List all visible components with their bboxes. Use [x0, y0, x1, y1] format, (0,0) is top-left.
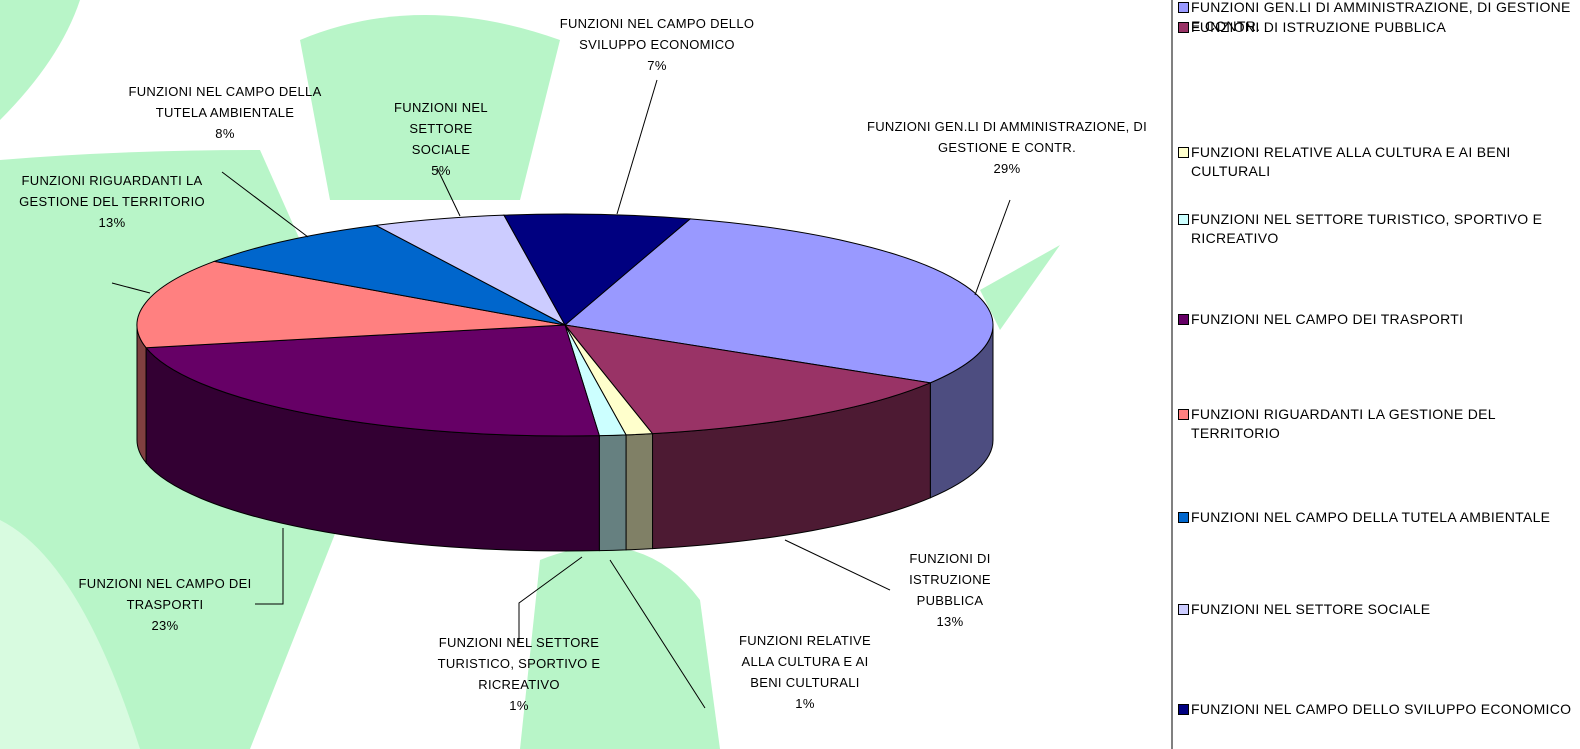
legend-label: FUNZIONI DI ISTRUZIONE PUBBLICA [1191, 19, 1447, 35]
data-label-text: FUNZIONI NEL CAMPO DEI TRASPORTI [78, 576, 252, 612]
data-label: FUNZIONI GEN.LI DI AMMINISTRAZIONE, DI G… [862, 116, 1152, 179]
slice [136, 260, 566, 349]
legend-label: FUNZIONI NEL SETTORE TURISTICO, SPORTIVO… [1191, 211, 1543, 246]
data-label-value: 5% [431, 163, 451, 178]
data-label-value: 8% [215, 126, 235, 141]
leader-line [518, 556, 583, 642]
legend-swatch [1178, 314, 1189, 325]
data-label: FUNZIONI DI ISTRUZIONE PUBBLICA 13% [895, 548, 1005, 632]
legend-entry: FUNZIONI NEL CAMPO DELLA TUTELA AMBIENTA… [1178, 508, 1573, 527]
slice [145, 324, 600, 437]
data-label: FUNZIONI NEL CAMPO DELLA TUTELA AMBIENTA… [105, 81, 345, 144]
legend-label: FUNZIONI RIGUARDANTI LA GESTIONE DEL TER… [1191, 406, 1496, 441]
data-label: FUNZIONI RIGUARDANTI LA GESTIONE DEL TER… [12, 170, 212, 233]
legend-entry: FUNZIONI NEL CAMPO DEI TRASPORTI [1178, 310, 1573, 329]
legend-swatch [1178, 409, 1189, 420]
leader-line [616, 79, 658, 215]
data-label-text: FUNZIONI NEL SETTORE TURISTICO, SPORTIVO… [437, 635, 601, 692]
legend-entry: FUNZIONI RELATIVE ALLA CULTURA E AI BENI… [1178, 143, 1573, 181]
data-label-value: 1% [795, 696, 815, 711]
data-label-value: 23% [151, 618, 179, 633]
legend-entry: FUNZIONI NEL SETTORE TURISTICO, SPORTIVO… [1178, 210, 1573, 248]
slice-side [598, 434, 627, 552]
data-label: FUNZIONI NEL CAMPO DELLO SVILUPPO ECONOM… [537, 13, 777, 76]
leader-line [784, 539, 891, 591]
data-label-text: FUNZIONI NEL CAMPO DELLO SVILUPPO ECONOM… [559, 16, 755, 52]
legend-entry: FUNZIONI NEL SETTORE SOCIALE [1178, 600, 1573, 619]
leader-line [221, 171, 309, 238]
legend-entry: FUNZIONI RIGUARDANTI LA GESTIONE DEL TER… [1178, 405, 1573, 443]
legend-label: FUNZIONI NEL SETTORE SOCIALE [1191, 601, 1431, 617]
legend-label: FUNZIONI NEL CAMPO DELLO SVILUPPO ECONOM… [1191, 701, 1572, 717]
legend-swatch [1178, 22, 1189, 33]
data-label-text: FUNZIONI RELATIVE ALLA CULTURA E AI BENI… [739, 633, 871, 690]
data-label-value: 1% [509, 698, 529, 713]
data-label-text: FUNZIONI DI ISTRUZIONE PUBBLICA [909, 551, 991, 608]
legend-swatch [1178, 214, 1189, 225]
slice [212, 224, 566, 326]
legend-label: FUNZIONI GEN.LI DI AMMINISTRAZIONE, DI G… [1191, 0, 1571, 34]
data-label-value: 13% [936, 614, 964, 629]
legend-entry: FUNZIONI DI ISTRUZIONE PUBBLICA [1178, 18, 1573, 37]
slice [563, 324, 933, 435]
data-label-value: 29% [993, 161, 1021, 176]
data-label: FUNZIONI NEL SETTORE SOCIALE 5% [381, 97, 501, 181]
legend-entry: FUNZIONI GEN.LI DI AMMINISTRAZIONE, DI G… [1178, 0, 1573, 36]
leader-line [974, 199, 1011, 296]
legend-entry: FUNZIONI NEL CAMPO DELLO SVILUPPO ECONOM… [1178, 700, 1573, 719]
slice-side [625, 433, 654, 551]
data-label-text: FUNZIONI RIGUARDANTI LA GESTIONE DEL TER… [19, 173, 205, 209]
data-label: FUNZIONI NEL CAMPO DEI TRASPORTI 23% [75, 573, 255, 636]
data-label-text: FUNZIONI GEN.LI DI AMMINISTRAZIONE, DI G… [866, 119, 1148, 155]
legend-swatch [1178, 147, 1189, 158]
legend-swatch [1178, 512, 1189, 523]
leader-line [255, 528, 284, 605]
data-label-value: 13% [98, 215, 126, 230]
data-label: FUNZIONI RELATIVE ALLA CULTURA E AI BENI… [730, 630, 880, 714]
data-label: FUNZIONI NEL SETTORE TURISTICO, SPORTIVO… [419, 632, 619, 716]
data-label-text: FUNZIONI NEL CAMPO DELLA TUTELA AMBIENTA… [128, 84, 322, 120]
legend-label: FUNZIONI RELATIVE ALLA CULTURA E AI BENI… [1191, 144, 1511, 179]
data-label-text: FUNZIONI NEL SETTORE SOCIALE [394, 100, 488, 157]
legend-label: FUNZIONI NEL CAMPO DELLA TUTELA AMBIENTA… [1191, 509, 1551, 525]
data-label-value: 7% [647, 58, 667, 73]
leader-line [111, 282, 151, 294]
leader-line [436, 167, 461, 217]
slice [503, 213, 692, 326]
legend-swatch [1178, 704, 1189, 715]
leader-line [609, 559, 706, 709]
legend-swatch [1178, 2, 1189, 13]
legend-label: FUNZIONI NEL CAMPO DEI TRASPORTI [1191, 311, 1464, 327]
legend-swatch [1178, 604, 1189, 615]
